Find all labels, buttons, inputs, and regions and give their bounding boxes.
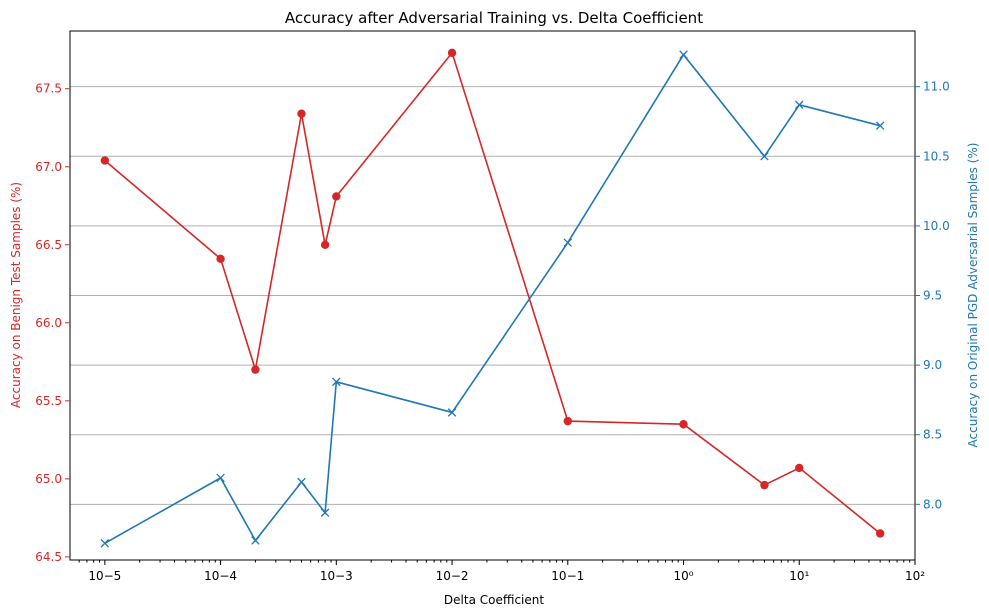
right-tick-label: 8.0 [923,497,942,511]
left-y-axis: 64.5 65.0 65.5 66.0 66.5 67.0 67.5 [35,82,70,564]
pgd-marker-stroke [297,477,306,487]
right-y-axis: 8.0 8.5 9.0 9.5 10.0 10.5 11.0 [915,80,950,511]
right-tick-label: 11.0 [923,80,950,94]
left-tick-label: 66.5 [35,238,62,252]
benign-accuracy-point [795,463,804,473]
pgd-marker-stroke [447,408,457,417]
right-tick-label: 9.0 [923,358,942,372]
pgd-marker-stroke [251,536,260,545]
gridlines [70,86,915,505]
series-layer [100,48,885,548]
left-tick-label: 66.0 [35,316,62,330]
benign-accuracy-point [297,109,306,118]
pgd-accuracy-point [875,121,885,130]
pgd-marker-stroke [795,100,804,110]
x-tick-label: 10⁰ [673,569,693,583]
pgd-marker-stroke [875,121,885,130]
benign-accuracy-line [104,51,881,535]
benign-accuracy-point [875,529,885,538]
x-tick-label: 10−5 [88,569,121,583]
pgd-marker-stroke [216,473,225,483]
x-tick-label: 10² [905,569,925,583]
pgd-accuracy-line [104,53,881,544]
pgd-marker-stroke [100,539,110,548]
right-tick-label: 10.5 [923,149,950,163]
right-tick-label: 8.5 [923,428,942,442]
benign-accuracy-point [760,480,769,490]
left-tick-label: 67.5 [35,82,62,96]
left-tick-label: 67.0 [35,160,62,174]
pgd-accuracy-point [297,477,306,487]
chart-title: Accuracy after Adversarial Training vs. … [285,9,703,27]
right-tick-label: 10.0 [923,219,950,233]
benign-accuracy-point [332,192,341,201]
left-tick-label: 64.5 [35,550,62,564]
x-axis-label: Delta Coefficient [444,593,544,607]
pgd-accuracy-point [216,473,225,483]
benign-accuracy-point [447,48,457,58]
pgd-accuracy-point [679,50,688,59]
pgd-accuracy-point [251,536,260,545]
benign-accuracy-point [679,420,688,429]
pgd-marker-stroke [679,50,688,59]
pgd-accuracy-point [795,100,804,110]
pgd-accuracy-point [563,238,573,247]
pgd-accuracy-point [100,539,110,548]
pgd-accuracy-point [447,408,457,417]
left-tick-label: 65.0 [35,472,62,486]
x-tick-label: 10−4 [204,569,237,583]
pgd-marker-stroke [563,238,573,247]
pgd-marker-stroke [320,508,330,517]
benign-accuracy-point [100,156,110,165]
benign-accuracy-point [563,416,572,426]
left-y-axis-label: Accuracy on Benign Test Samples (%) [9,182,23,408]
benign-accuracy-point [320,240,330,249]
pgd-accuracy-point [760,152,769,161]
right-tick-label: 9.5 [923,289,942,303]
benign-accuracy-point [251,365,260,374]
x-tick-label: 10−1 [551,569,584,583]
pgd-accuracy-point [332,377,341,387]
x-axis: 10−5 10−4 10−3 10−2 10−1 10⁰ 10¹ 10² [78,560,925,583]
pgd-marker-stroke [332,377,341,387]
x-tick-label: 10¹ [789,569,809,583]
left-tick-label: 65.5 [35,394,62,408]
right-y-axis-label: Accuracy on Original PGD Adversarial Sam… [966,143,980,448]
benign-accuracy-point [216,254,225,264]
x-tick-label: 10−2 [436,569,469,583]
x-tick-label: 10−3 [320,569,353,583]
pgd-marker-stroke [760,152,769,161]
pgd-accuracy-point [320,508,330,517]
